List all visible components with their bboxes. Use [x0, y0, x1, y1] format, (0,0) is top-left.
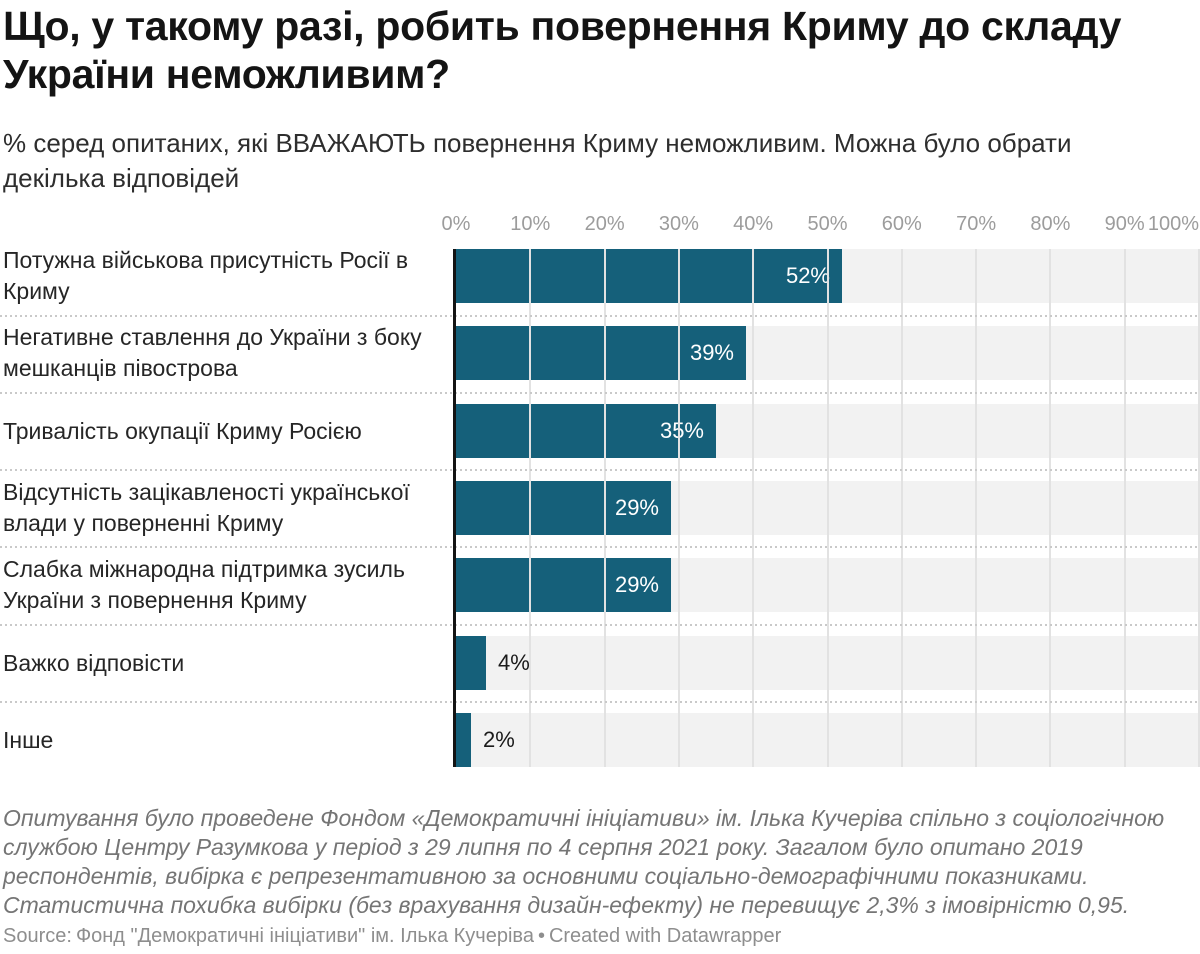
chart-subtitle: % серед опитаних, які ВВАЖАЮТЬ поверненн…: [3, 128, 1072, 193]
axis-tick-label: 0%: [441, 213, 471, 235]
gridline: [1049, 249, 1051, 767]
gridline: [1198, 249, 1200, 767]
axis-tick-label: 80%: [1030, 213, 1071, 235]
category-label: Слабка міжнародна підтримка зусиль Украї…: [3, 556, 405, 613]
bar-row: Інше 2%: [0, 713, 1200, 767]
bar: 35%: [456, 404, 716, 458]
axis-tick-label: 30%: [658, 213, 699, 235]
bar: 29%: [456, 558, 671, 612]
row-separator: [0, 469, 1200, 471]
gridline: [529, 249, 531, 767]
category-label: Потужна військова присутність Росії в Кр…: [3, 247, 409, 304]
value-label: 4%: [498, 650, 530, 675]
gridline: [975, 249, 977, 767]
category-label: Тривалість окупації Криму Росією: [3, 417, 362, 444]
bar-row: Відсутність зацікавленості української в…: [0, 479, 1200, 536]
value-label: 39%: [689, 340, 734, 365]
value-label: 35%: [659, 418, 704, 443]
chart-title: Що, у такому разі, робить повернення Кри…: [3, 3, 1122, 97]
gridline: [604, 249, 606, 767]
category-label: Важко відповісти: [3, 649, 185, 676]
bar: 52%: [456, 249, 842, 303]
source-separator: •: [537, 925, 545, 947]
axis-tick-label: 100%: [1147, 213, 1199, 235]
value-label: 29%: [614, 572, 659, 597]
gridline: [827, 249, 829, 767]
gridline: [752, 249, 754, 767]
row-separator: [0, 624, 1200, 626]
bar-row: Негативне ставлення до України з боку ме…: [0, 324, 1200, 381]
category-label: Відсутність зацікавленості української в…: [3, 479, 410, 536]
axis-tick-label: 90%: [1104, 213, 1145, 235]
axis-tick-label: 10%: [510, 213, 551, 235]
footer-notes: Опитування було проведене Фондом «Демокр…: [3, 805, 1165, 918]
bar-row: Потужна військова присутність Росії в Кр…: [0, 247, 1200, 304]
value-label: 52%: [785, 263, 830, 288]
source-line: Source: Фонд "Демократичні ініціативи" ім…: [3, 925, 785, 948]
row-separator: [0, 315, 1200, 317]
bar-row: Тривалість окупації Криму Росією 35%: [0, 404, 1200, 458]
row-separator: [0, 392, 1200, 394]
value-label: 29%: [614, 495, 659, 520]
gridline: [901, 249, 903, 767]
axis-tick-label: 50%: [807, 213, 848, 235]
value-label: 2%: [483, 727, 515, 752]
bar: [456, 636, 486, 690]
datawrapper-credit-link[interactable]: Created with Datawrapper: [548, 925, 782, 947]
source-name: Фонд "Демократичні ініціативи" ім. Ілька…: [75, 925, 534, 947]
bar-row: Важко відповісти 4%: [0, 636, 1200, 690]
axis-tick-label: 60%: [881, 213, 922, 235]
axis-tick-label: 40%: [733, 213, 774, 235]
row-separator: [0, 546, 1200, 548]
row-separator: [0, 701, 1200, 703]
axis-tick-label: 70%: [956, 213, 997, 235]
category-label: Негативне ставлення до України з боку ме…: [3, 324, 422, 381]
bar: 29%: [456, 481, 671, 535]
bar-chart: 0% 10% 20% 30% 40% 50% 60% 70% 80% 90% 100% Потужна…: [0, 210, 1200, 775]
category-label: Інше: [3, 726, 54, 753]
axis-tick-label: 20%: [584, 213, 625, 235]
bar-row: Слабка міжнародна підтримка зусиль Украї…: [0, 556, 1200, 613]
source-label: Source:: [3, 925, 72, 947]
bar: 39%: [456, 326, 746, 380]
gridline: [678, 249, 680, 767]
gridline: [1124, 249, 1126, 767]
bar: [456, 713, 471, 767]
axis-zero-line: [453, 249, 456, 767]
